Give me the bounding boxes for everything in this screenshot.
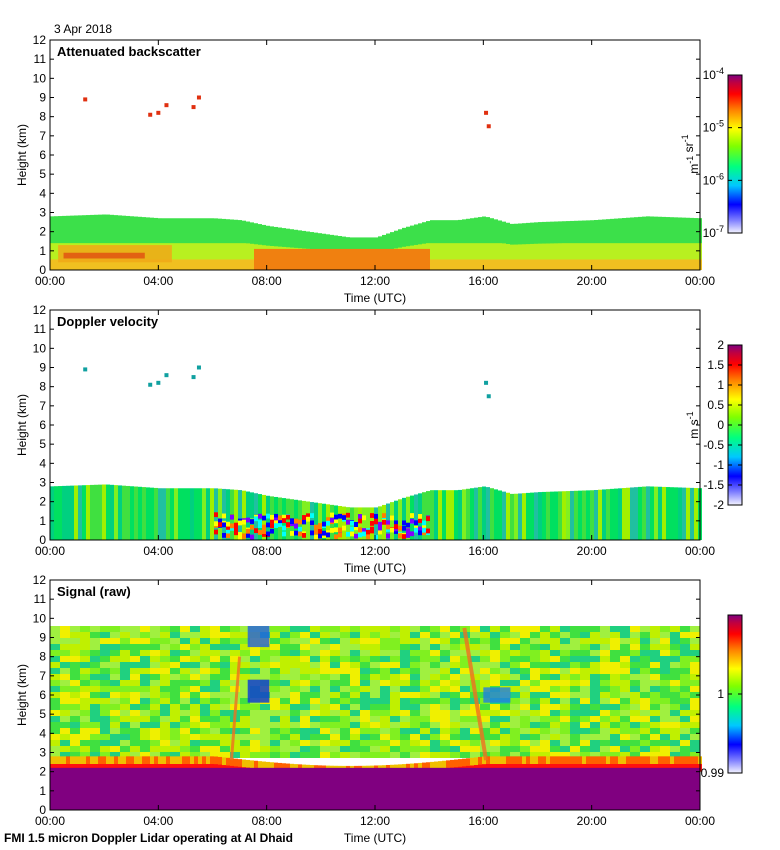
y-tick-label: 5 [39,167,46,181]
colorbar-tick-label: 1 [717,687,724,701]
y-tick-label: 3 [39,746,46,760]
y-tick-label: 12 [33,303,47,317]
colorbar-tick-label: -1.5 [703,478,724,492]
y-tick-label: 10 [33,341,47,355]
date-label: 3 Apr 2018 [54,22,112,36]
colorbar-tick-label: 1.5 [707,358,724,372]
panel-title: Attenuated backscatter [57,44,201,59]
x-tick-label: 16:00 [468,544,498,558]
x-tick-label: 12:00 [360,814,390,828]
y-axis-label: Height (km) [15,394,29,456]
y-tick-label: 12 [33,33,47,47]
y-tick-label: 9 [39,91,46,105]
x-tick-label: 16:00 [468,274,498,288]
colorbar: -2 -1.5 -1 -0.5 0 0.5 1 1.5 2 m s-1 [685,338,743,512]
x-tick-label: 08:00 [252,814,282,828]
y-tick-label: 6 [39,418,46,432]
heatmap-image [50,626,702,810]
y-tick-label: 9 [39,631,46,645]
colorbar-tick-label: -0.5 [703,438,724,452]
colorbar-tick-label: 0.99 [701,766,725,780]
colorbar-tick-label: -1 [713,458,724,472]
x-tick-label: 00:00 [685,814,715,828]
colorbar-tick-label: 0 [717,418,724,432]
x-tick-label: 20:00 [577,544,607,558]
colorbar-tick-label: 2 [717,338,724,352]
x-axis-label: Time (UTC) [344,561,406,575]
x-tick-label: 00:00 [35,814,65,828]
y-tick-label: 10 [33,71,47,85]
x-tick-label: 20:00 [577,274,607,288]
colorbar-tick-label: 1 [717,378,724,392]
colorbar-tick-label: 10-5 [703,119,724,135]
x-tick-label: 08:00 [252,544,282,558]
colorbar: 0.99 1 [701,614,743,780]
x-tick-label: 00:00 [35,274,65,288]
y-tick-label: 12 [33,573,47,587]
x-tick-label: 04:00 [143,274,173,288]
y-tick-label: 7 [39,399,46,413]
x-tick-label: 16:00 [468,814,498,828]
colorbar-gradient [727,74,743,234]
y-tick-label: 2 [39,765,46,779]
y-tick-label: 0 [39,263,46,277]
colorbar-label: m s-1 [685,411,701,438]
x-tick-label: 12:00 [360,544,390,558]
heatmap-image [50,365,702,540]
y-tick-label: 5 [39,707,46,721]
y-axis-label: Height (km) [15,664,29,726]
x-tick-label: 00:00 [685,544,715,558]
y-tick-label: 4 [39,186,46,200]
panel-title: Signal (raw) [57,584,131,599]
colorbar-tick-label: 10-7 [703,224,724,240]
x-tick-label: 00:00 [35,544,65,558]
colorbar-label: m-1 sr-1 [680,134,701,173]
colorbar-tick-label: -2 [713,498,724,512]
y-tick-label: 2 [39,225,46,239]
panel-title: Doppler velocity [57,314,159,329]
y-tick-label: 6 [39,688,46,702]
footer-caption: FMI 1.5 micron Doppler Lidar operating a… [4,831,293,845]
colorbar-tick-label: 0.5 [707,398,724,412]
y-tick-label: 8 [39,110,46,124]
x-tick-label: 04:00 [143,544,173,558]
y-tick-label: 3 [39,476,46,490]
x-tick-label: 08:00 [252,274,282,288]
y-tick-label: 9 [39,361,46,375]
colorbar: 10-7 10-6 10-5 10-4 m-1 sr-1 [680,66,743,240]
y-tick-label: 1 [39,784,46,798]
y-tick-label: 11 [34,52,47,66]
y-tick-label: 0 [39,533,46,547]
x-axis-label: Time (UTC) [344,831,406,845]
y-tick-label: 4 [39,456,46,470]
colorbar-tick-label: 10-6 [703,171,724,187]
y-tick-label: 6 [39,148,46,162]
y-tick-label: 7 [39,129,46,143]
y-tick-label: 2 [39,495,46,509]
y-tick-label: 10 [33,611,47,625]
y-tick-label: 5 [39,437,46,451]
y-tick-label: 4 [39,726,46,740]
y-tick-label: 3 [39,206,46,220]
x-tick-label: 00:00 [685,274,715,288]
x-axis-label: Time (UTC) [344,291,406,305]
y-tick-label: 0 [39,803,46,817]
y-tick-label: 11 [34,322,47,336]
y-tick-label: 1 [39,514,46,528]
y-tick-label: 8 [39,650,46,664]
y-tick-label: 8 [39,380,46,394]
y-tick-label: 7 [39,669,46,683]
x-tick-label: 20:00 [577,814,607,828]
x-tick-label: 04:00 [143,814,173,828]
x-tick-label: 12:00 [360,274,390,288]
colorbar-tick-label: 10-4 [703,66,724,82]
y-tick-label: 11 [34,592,47,606]
heatmap-image [50,95,702,270]
y-axis-label: Height (km) [15,124,29,186]
y-tick-label: 1 [39,244,46,258]
